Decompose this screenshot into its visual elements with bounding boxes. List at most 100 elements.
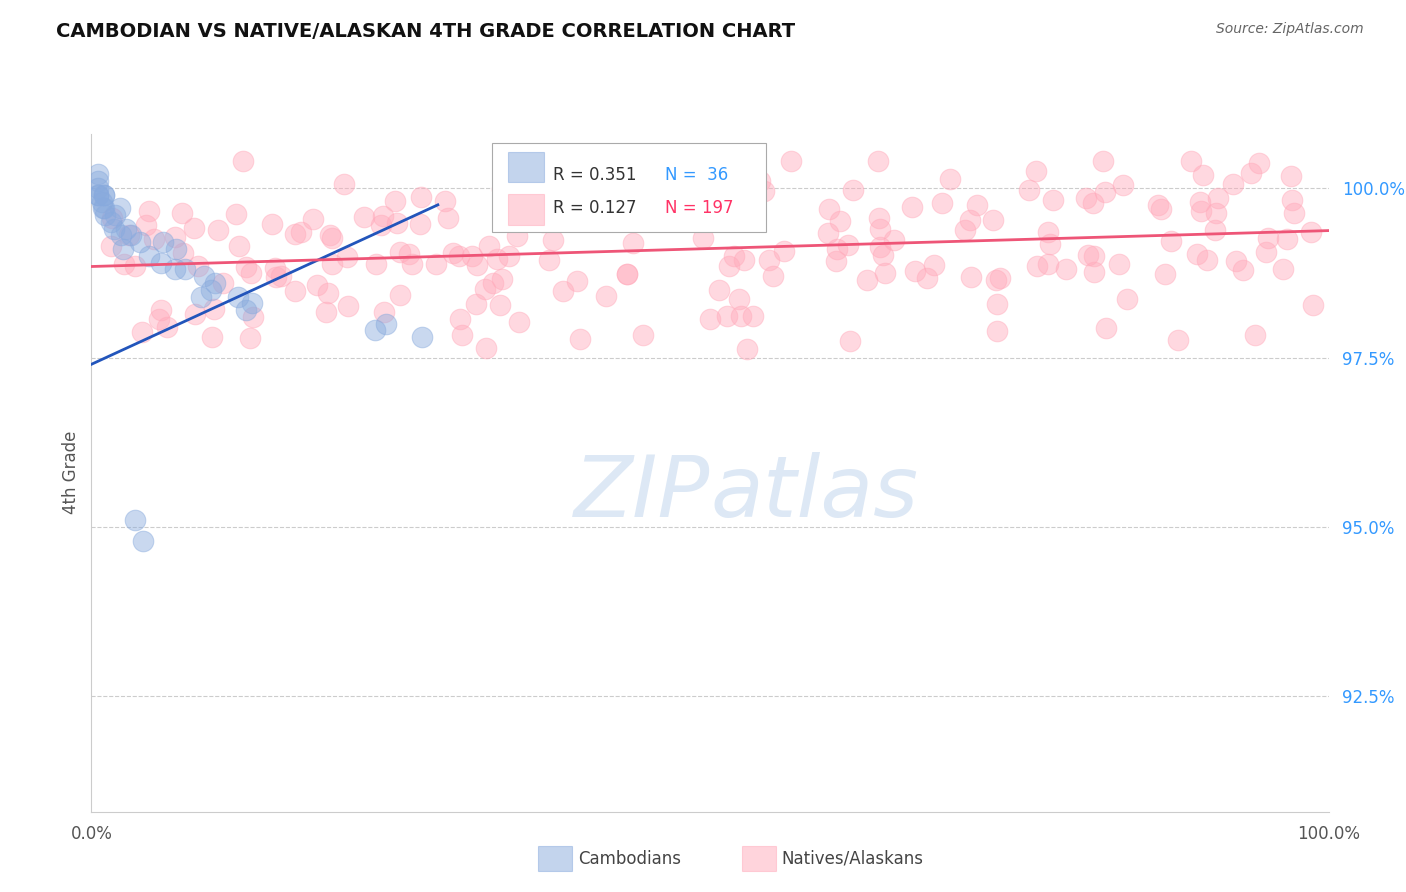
- Point: [232, 153, 254, 168]
- Point: [150, 255, 173, 269]
- Point: [187, 259, 209, 273]
- Point: [1299, 225, 1322, 239]
- Point: [91, 202, 114, 216]
- Point: [959, 212, 981, 227]
- Point: [315, 305, 337, 319]
- Point: [1281, 193, 1303, 207]
- Text: N =  36: N = 36: [665, 166, 728, 184]
- Point: [86, 187, 108, 202]
- Text: Source: ZipAtlas.com: Source: ZipAtlas.com: [1216, 22, 1364, 37]
- Point: [201, 330, 224, 344]
- Point: [981, 213, 1004, 227]
- Point: [883, 233, 905, 247]
- Point: [1076, 191, 1098, 205]
- Point: [370, 219, 392, 233]
- Point: [697, 170, 720, 185]
- Point: [818, 202, 841, 216]
- Point: [93, 202, 115, 216]
- Point: [960, 270, 983, 285]
- Point: [498, 249, 520, 263]
- Point: [307, 277, 329, 292]
- Point: [384, 194, 406, 208]
- Point: [825, 254, 848, 268]
- Point: [371, 209, 394, 223]
- Point: [817, 226, 839, 240]
- Point: [825, 242, 848, 256]
- Point: [263, 261, 285, 276]
- Point: [163, 262, 186, 277]
- Point: [986, 297, 1008, 311]
- Point: [671, 189, 693, 203]
- Point: [986, 324, 1008, 338]
- Point: [839, 334, 862, 349]
- Text: N = 197: N = 197: [665, 199, 734, 217]
- Point: [235, 260, 257, 274]
- Point: [207, 223, 229, 237]
- Point: [491, 181, 513, 195]
- Point: [984, 273, 1007, 287]
- Point: [353, 210, 375, 224]
- Point: [901, 200, 924, 214]
- Point: [239, 331, 262, 345]
- Point: [240, 296, 263, 310]
- Point: [1247, 156, 1270, 170]
- Point: [100, 215, 122, 229]
- Point: [966, 198, 988, 212]
- Text: Cambodians: Cambodians: [578, 850, 681, 868]
- Point: [1188, 194, 1211, 209]
- Point: [856, 273, 879, 287]
- Point: [1147, 197, 1170, 211]
- Point: [184, 307, 207, 321]
- Point: [508, 315, 530, 329]
- Point: [86, 187, 108, 202]
- Point: [375, 317, 398, 331]
- Point: [1116, 292, 1139, 306]
- Point: [86, 168, 108, 182]
- Point: [387, 216, 409, 230]
- Point: [86, 174, 108, 188]
- Point: [1257, 230, 1279, 244]
- Point: [762, 268, 785, 283]
- Point: [1108, 256, 1130, 270]
- Point: [541, 233, 564, 247]
- Point: [425, 258, 447, 272]
- Point: [465, 259, 488, 273]
- Text: R = 0.351: R = 0.351: [553, 166, 636, 184]
- Point: [434, 194, 457, 209]
- Point: [482, 276, 505, 290]
- Point: [716, 309, 738, 323]
- Point: [135, 218, 157, 232]
- Point: [1205, 205, 1227, 219]
- Point: [337, 299, 360, 313]
- Point: [1281, 169, 1303, 184]
- Point: [437, 211, 460, 225]
- Point: [1185, 247, 1208, 261]
- Point: [1025, 164, 1047, 178]
- Point: [1204, 222, 1226, 236]
- Point: [93, 187, 115, 202]
- Point: [301, 212, 323, 227]
- Point: [1039, 237, 1062, 252]
- Text: CAMBODIAN VS NATIVE/ALASKAN 4TH GRADE CORRELATION CHART: CAMBODIAN VS NATIVE/ALASKAN 4TH GRADE CO…: [56, 22, 796, 41]
- Point: [699, 311, 721, 326]
- Point: [1167, 333, 1189, 347]
- Point: [450, 311, 472, 326]
- Point: [138, 204, 160, 219]
- Point: [284, 227, 307, 242]
- Point: [193, 269, 215, 284]
- Point: [124, 513, 146, 527]
- Point: [758, 252, 780, 267]
- Point: [226, 289, 249, 303]
- Point: [172, 246, 194, 260]
- Point: [868, 153, 890, 168]
- Point: [728, 292, 751, 306]
- Point: [922, 258, 945, 272]
- Point: [212, 276, 235, 290]
- Point: [709, 283, 731, 297]
- Point: [754, 184, 776, 198]
- Point: [333, 178, 356, 192]
- Point: [506, 229, 529, 244]
- Point: [520, 167, 543, 181]
- Point: [551, 284, 574, 298]
- Point: [1083, 249, 1105, 263]
